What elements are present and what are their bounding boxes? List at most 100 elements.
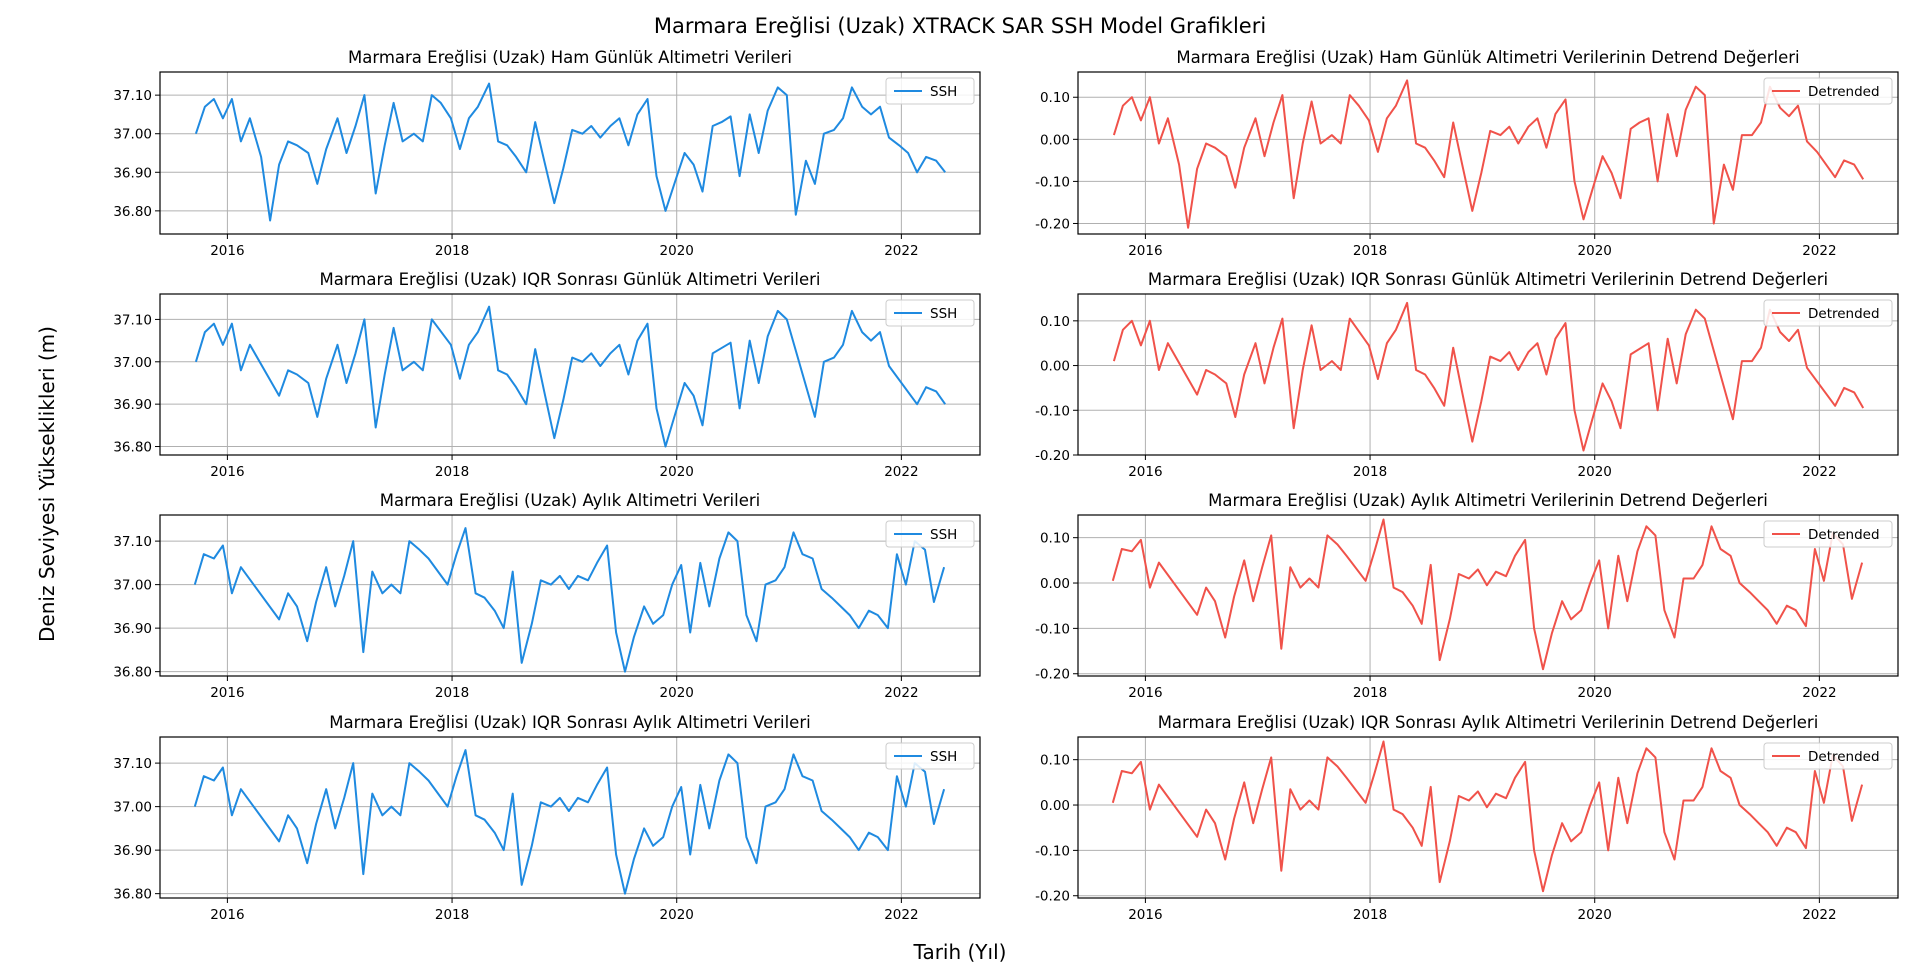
chart-2-x-tick-label: 2018 [1353, 243, 1387, 259]
chart-1-axes-frame [159, 71, 981, 235]
chart-5-y-tick-label: 37.00 [113, 578, 152, 594]
chart-8-title: Marmara Ereğlisi (Uzak) IQR Sonrası Aylı… [1158, 713, 1819, 732]
chart-7: Marmara Ereğlisi (Uzak) IQR Sonrası Aylı… [113, 713, 981, 923]
chart-1-legend-label: SSH [930, 84, 957, 100]
chart-8-x-tick-label: 2020 [1578, 907, 1612, 923]
chart-5-series-line-ssh [193, 527, 946, 673]
chart-8-y-tick-label: 0.10 [1040, 753, 1070, 769]
chart-3-x-tick-label: 2022 [884, 464, 918, 480]
chart-1-title: Marmara Ereğlisi (Uzak) Ham Günlük Altim… [348, 48, 792, 67]
chart-1-y-tick-label: 36.90 [113, 165, 152, 181]
chart-1: Marmara Ereğlisi (Uzak) Ham Günlük Altim… [113, 48, 981, 259]
chart-1-legend-box [885, 77, 975, 105]
chart-5-legend-label: SSH [930, 527, 957, 543]
chart-4-y-tick-label: 0.10 [1040, 314, 1070, 330]
chart-5-x-tick-label: 2016 [210, 685, 244, 701]
chart-4-title: Marmara Ereğlisi (Uzak) IQR Sonrası Günl… [1148, 270, 1828, 289]
chart-2-x-tick-label: 2016 [1128, 243, 1162, 259]
figure-title: Marmara Ereğlisi (Uzak) XTRACK SAR SSH M… [653, 14, 1267, 38]
chart-8-legend: Detrended [1763, 742, 1893, 770]
chart-3-x-tick-label: 2016 [210, 464, 244, 480]
chart-6-legend-label: Detrended [1808, 527, 1880, 543]
chart-7-legend-box [885, 742, 975, 770]
chart-3-legend-box [885, 299, 975, 327]
chart-7-x-tick-label: 2018 [435, 907, 469, 923]
chart-8-axes-frame [1077, 736, 1899, 899]
chart-7-y-tick-label: 37.10 [113, 756, 152, 772]
chart-8-series-line-detrended [1111, 740, 1864, 893]
chart-4-axes-frame [1077, 293, 1899, 456]
chart-8-y-tick-label: -0.20 [1035, 889, 1070, 905]
chart-2-x-tick-label: 2020 [1578, 243, 1612, 259]
chart-3-legend-label: SSH [930, 306, 957, 322]
chart-5-y-tick-label: 36.80 [113, 665, 152, 681]
chart-6-x-tick-label: 2016 [1128, 685, 1162, 701]
chart-6-y-tick-label: -0.20 [1035, 667, 1070, 683]
chart-7-legend-label: SSH [930, 749, 957, 765]
chart-7-title: Marmara Ereğlisi (Uzak) IQR Sonrası Aylı… [329, 713, 810, 732]
chart-4-x-tick-label: 2018 [1353, 464, 1387, 480]
chart-3-x-tick-label: 2018 [435, 464, 469, 480]
chart-5-x-tick-label: 2022 [884, 685, 918, 701]
chart-5-legend: SSH [885, 520, 975, 548]
chart-8-legend-label: Detrended [1808, 749, 1880, 765]
chart-6-series-line-detrended [1111, 518, 1864, 671]
chart-6-y-tick-label: 0.00 [1040, 576, 1070, 592]
chart-6: Marmara Ereğlisi (Uzak) Aylık Altimetri … [1035, 491, 1899, 701]
chart-3-y-tick-label: 37.00 [113, 355, 152, 371]
chart-4: Marmara Ereğlisi (Uzak) IQR Sonrası Günl… [1035, 270, 1899, 480]
chart-2-y-tick-label: 0.10 [1040, 90, 1070, 106]
chart-2-y-tick-label: 0.00 [1040, 132, 1070, 148]
chart-4-series-line-detrended [1112, 301, 1865, 452]
chart-8: Marmara Ereğlisi (Uzak) IQR Sonrası Aylı… [1035, 713, 1899, 923]
chart-3: Marmara Ereğlisi (Uzak) IQR Sonrası Günl… [113, 270, 981, 480]
chart-5-y-tick-label: 36.90 [113, 621, 152, 637]
chart-3-y-tick-label: 37.10 [113, 312, 152, 328]
chart-4-legend: Detrended [1763, 299, 1893, 327]
chart-5-x-tick-label: 2020 [660, 685, 694, 701]
chart-8-legend-box [1763, 742, 1893, 770]
chart-1-x-tick-label: 2016 [210, 243, 244, 259]
chart-4-y-tick-label: 0.00 [1040, 359, 1070, 375]
chart-2-y-tick-label: -0.20 [1035, 216, 1070, 232]
chart-8-x-tick-label: 2018 [1353, 907, 1387, 923]
chart-1-x-tick-label: 2020 [660, 243, 694, 259]
chart-3-y-tick-label: 36.80 [113, 440, 152, 456]
chart-2-legend-box [1763, 77, 1893, 105]
chart-8-x-tick-label: 2016 [1128, 907, 1162, 923]
chart-1-x-tick-label: 2022 [884, 243, 918, 259]
chart-4-x-tick-label: 2016 [1128, 464, 1162, 480]
chart-2-legend: Detrended [1763, 77, 1893, 105]
chart-3-x-tick-label: 2020 [660, 464, 694, 480]
chart-2-y-tick-label: -0.10 [1035, 174, 1070, 190]
chart-4-x-tick-label: 2020 [1578, 464, 1612, 480]
chart-7-legend: SSH [885, 742, 975, 770]
chart-4-y-tick-label: -0.10 [1035, 403, 1070, 419]
chart-4-legend-box [1763, 299, 1893, 327]
chart-2: Marmara Ereğlisi (Uzak) Ham Günlük Altim… [1035, 48, 1899, 259]
chart-6-y-tick-label: 0.10 [1040, 531, 1070, 547]
chart-5-y-tick-label: 37.10 [113, 534, 152, 550]
chart-6-legend: Detrended [1763, 520, 1893, 548]
chart-1-y-tick-label: 36.80 [113, 204, 152, 220]
chart-7-series-line-ssh [193, 749, 946, 895]
chart-2-x-tick-label: 2022 [1802, 243, 1836, 259]
chart-8-y-tick-label: -0.10 [1035, 843, 1070, 859]
chart-6-x-tick-label: 2018 [1353, 685, 1387, 701]
chart-7-y-tick-label: 36.80 [113, 887, 152, 903]
chart-2-axes-frame [1077, 71, 1899, 235]
chart-3-legend: SSH [885, 299, 975, 327]
chart-5-legend-box [885, 520, 975, 548]
chart-2-legend-label: Detrended [1808, 84, 1880, 100]
chart-1-legend: SSH [885, 77, 975, 105]
chart-5: Marmara Ereğlisi (Uzak) Aylık Altimetri … [113, 491, 981, 701]
figure-x-label: Tarih (Yıl) [913, 940, 1007, 964]
chart-7-x-tick-label: 2022 [884, 907, 918, 923]
chart-2-title: Marmara Ereğlisi (Uzak) Ham Günlük Altim… [1176, 48, 1799, 67]
chart-4-x-tick-label: 2022 [1802, 464, 1836, 480]
chart-1-y-tick-label: 37.10 [113, 88, 152, 104]
chart-6-y-tick-label: -0.10 [1035, 621, 1070, 637]
chart-4-legend-label: Detrended [1808, 306, 1880, 322]
chart-1-y-tick-label: 37.00 [113, 127, 152, 143]
